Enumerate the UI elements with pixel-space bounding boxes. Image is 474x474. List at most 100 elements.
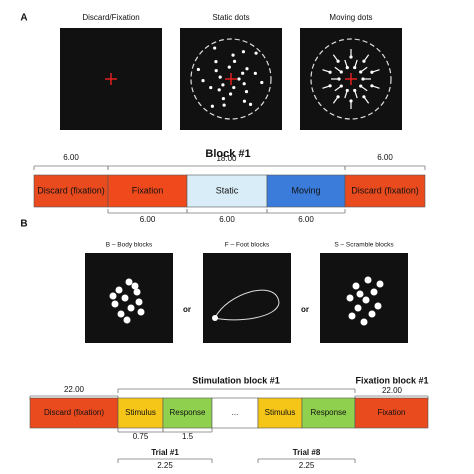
dot	[245, 67, 249, 71]
box-label: Fixation	[132, 185, 164, 195]
dot	[231, 53, 235, 57]
dot	[348, 312, 356, 320]
dot	[137, 308, 145, 316]
dot	[370, 84, 374, 88]
dot	[362, 59, 366, 63]
dot	[368, 310, 376, 318]
timeline-box	[354, 397, 429, 429]
trial-title: Trial #8	[293, 448, 321, 457]
dot	[370, 288, 378, 296]
dot	[376, 280, 384, 288]
block-title: Block #1	[205, 148, 250, 160]
dot	[364, 276, 372, 284]
dot	[353, 88, 357, 93]
dot	[242, 82, 246, 86]
dot	[359, 70, 363, 74]
screen-title: S – Scramble blocks	[334, 242, 394, 249]
timeline-box	[186, 174, 268, 208]
dot	[345, 65, 349, 70]
dot	[244, 90, 249, 94]
dot	[133, 288, 141, 296]
dot	[336, 59, 340, 63]
dot	[222, 103, 226, 107]
dot	[209, 85, 213, 90]
dot	[131, 282, 139, 290]
aperture	[310, 38, 392, 120]
duration: 6.00	[140, 215, 156, 224]
screen-title: F – Foot blocks	[225, 242, 270, 249]
dot	[354, 304, 362, 312]
block-title: Fixation block #1	[355, 375, 428, 385]
dot	[356, 290, 364, 298]
dot	[210, 104, 214, 108]
dot	[242, 99, 247, 103]
dot	[232, 59, 237, 63]
dot	[349, 99, 353, 103]
dot	[339, 70, 343, 74]
timeline-box	[344, 174, 426, 208]
timeline-box	[211, 397, 259, 429]
dot	[221, 96, 225, 101]
timeline-box	[117, 397, 164, 429]
dot	[227, 65, 231, 69]
timeline-box	[29, 397, 119, 429]
dot	[117, 310, 125, 318]
box-label: Response	[169, 408, 206, 417]
dot	[232, 85, 236, 90]
dot	[237, 77, 241, 81]
dot	[349, 55, 353, 59]
dot	[328, 70, 332, 74]
dot	[374, 302, 382, 310]
dot	[328, 84, 332, 88]
dot	[125, 278, 133, 286]
dot	[336, 95, 340, 99]
panel-label: B	[20, 219, 27, 230]
dot	[362, 296, 370, 304]
dot	[213, 46, 217, 50]
duration: 6.00	[377, 153, 393, 162]
dot	[359, 84, 363, 88]
duration: 2.25	[157, 461, 173, 470]
block-title: Stimulation block #1	[192, 375, 280, 385]
box-label: Discard (fixation)	[44, 408, 104, 417]
separator: or	[301, 305, 309, 314]
box-label: ...	[232, 408, 239, 417]
dot	[115, 286, 123, 294]
dot	[345, 88, 349, 93]
dot	[214, 69, 218, 73]
dot	[339, 84, 343, 88]
separator: or	[183, 305, 191, 314]
duration: 6.00	[63, 153, 79, 162]
dot	[353, 65, 357, 70]
duration: 1.5	[182, 432, 194, 441]
timeline-box	[162, 397, 213, 429]
dot	[337, 77, 341, 81]
dot	[201, 79, 205, 83]
screen	[85, 253, 173, 343]
timeline-box	[301, 397, 356, 429]
screen-title: Discard/Fixation	[82, 13, 139, 22]
screen-title: Moving dots	[329, 13, 372, 22]
box-label: Stimulus	[265, 408, 296, 417]
dot	[109, 292, 117, 300]
timeline-box	[257, 397, 303, 429]
dot	[212, 315, 218, 321]
dot	[248, 102, 253, 106]
dot	[254, 51, 258, 55]
duration: 0.75	[133, 432, 149, 441]
dot	[346, 294, 354, 302]
box-label: Stimulus	[125, 408, 156, 417]
dot	[217, 88, 221, 92]
duration: 22.00	[64, 385, 85, 394]
dot	[135, 298, 143, 306]
dot	[218, 75, 222, 79]
duration: 18.00	[216, 154, 237, 163]
dot	[361, 77, 365, 81]
screen-title: Static dots	[212, 13, 249, 22]
dot	[111, 300, 119, 308]
box-label: Discard (fixation)	[37, 185, 105, 195]
box-label: Fixation	[377, 408, 405, 417]
trial-title: Trial #1	[151, 448, 179, 457]
box-label: Static	[216, 185, 239, 195]
